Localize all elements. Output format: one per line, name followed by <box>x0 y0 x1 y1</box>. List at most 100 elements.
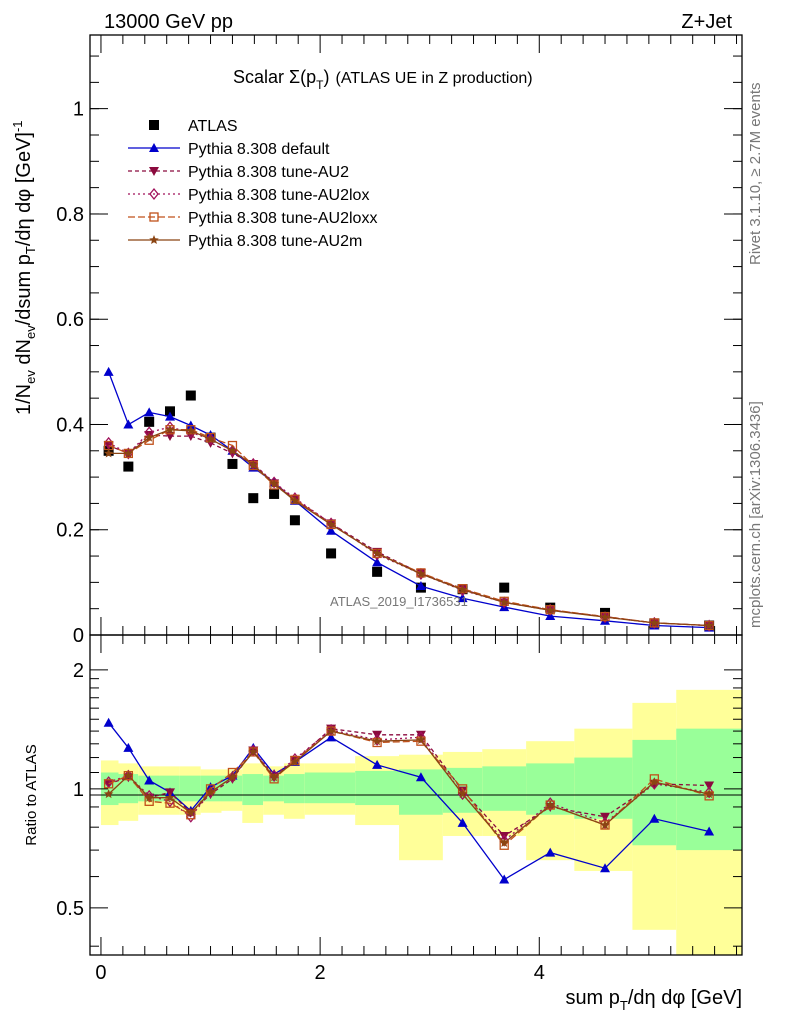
data-point-au2m <box>457 584 468 594</box>
data-point-default <box>372 759 383 769</box>
ratio-band-inner <box>179 775 201 802</box>
data-point-default <box>545 847 556 857</box>
data-point-default <box>144 775 155 785</box>
ratio-band-inner <box>242 774 264 806</box>
data-point-default <box>103 717 114 727</box>
data-point-atlas <box>144 416 155 427</box>
x-tick-label: 0 <box>95 962 106 984</box>
x-tick-label: 4 <box>534 962 545 984</box>
data-point-au2 <box>704 781 715 791</box>
ratio-band-inner <box>574 757 633 819</box>
data-point-default <box>600 863 611 873</box>
data-point-default <box>415 772 426 782</box>
data-point-au2m <box>545 605 555 615</box>
data-point-au2m <box>326 726 336 736</box>
data-point-au2m <box>248 460 259 470</box>
data-point-atlas <box>372 566 383 577</box>
data-point-au2m <box>186 425 196 435</box>
x-tick-label: 2 <box>315 962 326 984</box>
legend-marker-atlas <box>149 120 159 130</box>
data-point-atlas <box>289 515 300 526</box>
plot-title: Scalar Σ(pT) (ATLAS UE in Z production) <box>233 67 533 92</box>
data-point-au2m <box>372 548 382 558</box>
rivet-label: Rivet 3.1.10, ≥ 2.7M events <box>747 83 764 266</box>
data-point-au2m <box>205 434 216 444</box>
legend-marker-au2 <box>149 167 159 176</box>
legend-entry-au2lox: Pythia 8.308 tune-AU2lox <box>128 187 369 204</box>
series-line-au2lox <box>108 729 710 842</box>
legend-entry-au2m: Pythia 8.308 tune-AU2m <box>128 233 362 250</box>
legend-label: Pythia 8.308 default <box>188 141 330 158</box>
data-point-au2m <box>600 820 610 830</box>
data-point-default <box>457 817 468 827</box>
data-point-au2m <box>103 789 114 799</box>
data-point-default <box>499 874 510 884</box>
data-point-au2m <box>499 597 509 607</box>
data-point-au2 <box>103 779 114 789</box>
legend-label: Pythia 8.308 tune-AU2loxx <box>188 210 377 227</box>
data-point-au2m <box>704 620 714 630</box>
data-point-au2m <box>649 777 660 787</box>
data-point-atlas <box>269 488 280 499</box>
data-point-au2m <box>269 772 279 782</box>
y-tick-label: 0.2 <box>56 520 84 542</box>
ratio-band-inner <box>304 772 356 804</box>
data-point-default <box>326 732 337 742</box>
data-point-au2m <box>290 756 300 766</box>
data-point-au2m <box>600 612 610 622</box>
data-point-atlas <box>499 582 510 593</box>
ratio-band-inner <box>632 739 677 846</box>
data-point-atlas <box>185 390 196 401</box>
legend-marker-au2loxx <box>149 212 159 222</box>
data-point-default <box>103 366 114 376</box>
legend-entry-default: Pythia 8.308 default <box>128 141 330 158</box>
data-point-au2m <box>704 789 714 799</box>
ratio-y-axis-label: Ratio to ATLAS <box>23 744 40 845</box>
ratio-series-group <box>103 717 715 884</box>
data-point-au2m <box>165 424 175 434</box>
data-point-default <box>704 826 715 836</box>
legend-label: Pythia 8.308 tune-AU2m <box>188 233 362 250</box>
y-tick-label: 0 <box>73 625 84 647</box>
data-point-atlas <box>326 548 337 559</box>
data-point-au2m <box>123 770 134 780</box>
y-tick-label: 2 <box>73 660 84 682</box>
ratio-axis-ticks: 0.5 1 2 0 2 4 <box>56 635 742 984</box>
data-point-au2m <box>144 432 154 442</box>
legend-entry-au2: Pythia 8.308 tune-AU2 <box>128 164 349 181</box>
data-point-au2m <box>457 789 468 799</box>
y-tick-label: 0.6 <box>56 309 84 331</box>
data-point-default <box>415 581 426 591</box>
y-tick-label: 0.4 <box>56 414 84 436</box>
data-point-default <box>326 525 337 535</box>
main-y-axis-label: 1/Nev dNev/dsum pT/dη dφ [GeV]-1 <box>10 120 38 415</box>
data-point-default <box>649 813 660 823</box>
data-point-au2m <box>248 746 259 756</box>
data-point-au2lox <box>103 776 114 789</box>
y-tick-label: 1 <box>73 99 84 121</box>
data-point-atlas <box>164 406 175 417</box>
legend-label: Pythia 8.308 tune-AU2lox <box>188 187 369 204</box>
data-point-au2loxx <box>103 779 114 789</box>
data-point-au2lox <box>704 786 714 799</box>
data-point-au2m <box>205 787 216 797</box>
data-point-au2m <box>290 495 300 505</box>
legend-label: Pythia 8.308 tune-AU2 <box>188 164 349 181</box>
data-point-au2lox <box>185 810 196 823</box>
legend-entry-au2loxx: Pythia 8.308 tune-AU2loxx <box>128 210 377 227</box>
data-point-au2m <box>123 448 134 458</box>
plot-title-main: Scalar Σ(p <box>233 67 316 87</box>
legend-marker-au2lox <box>149 187 159 201</box>
data-point-default <box>185 420 196 430</box>
data-point-au2m <box>416 568 426 578</box>
data-point-au2m <box>165 792 175 802</box>
analysis-watermark: ATLAS_2019_I1736531 <box>330 594 468 609</box>
data-point-au2m <box>269 478 279 488</box>
legend: ATLAS Pythia 8.308 default Pythia 8.308 tu… <box>128 118 377 250</box>
data-point-au2m <box>372 736 382 746</box>
data-point-default <box>123 419 134 429</box>
data-point-au2m <box>326 519 336 529</box>
y-tick-label: 0.5 <box>56 898 84 920</box>
data-point-default <box>164 411 175 421</box>
